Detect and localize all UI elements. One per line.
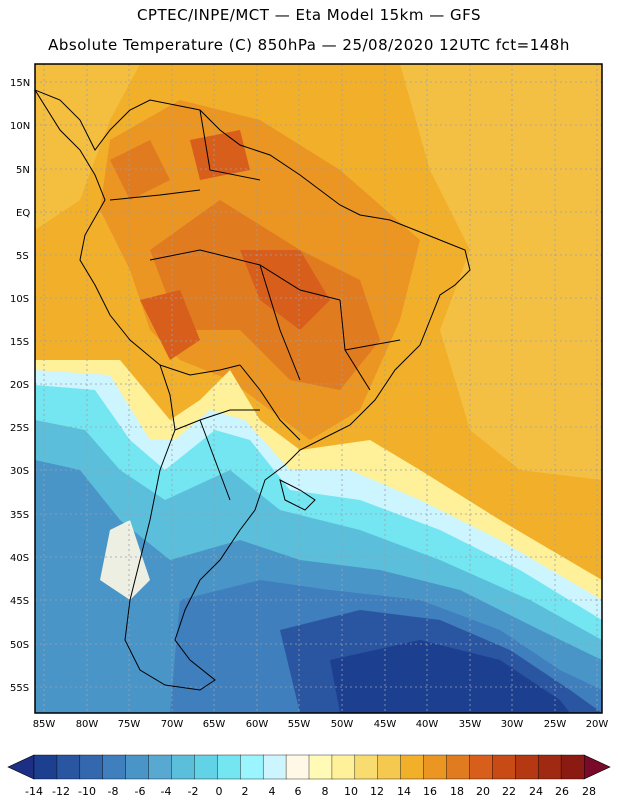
colorbar-tick: -4 (161, 785, 172, 798)
colorbar-tick: 26 (555, 785, 569, 798)
colorbar-cell (400, 754, 425, 780)
lat-label: 15S (10, 337, 29, 348)
lat-label: 45S (10, 596, 29, 607)
lon-label: 20W (586, 719, 609, 730)
lat-label: 10S (10, 294, 29, 305)
colorbar: -14 -12 -10 -8 -6 -4 -2 0 2 4 6 8 10 12 … (7, 754, 611, 798)
lat-label: 35S (10, 510, 29, 521)
title-line-2: Absolute Temperature (C) 850hPa — 25/08/… (48, 36, 570, 54)
colorbar-tick: 12 (370, 785, 384, 798)
colorbar-cell (240, 754, 264, 780)
colorbar-cell (515, 754, 539, 780)
lon-label: 25W (544, 719, 567, 730)
colorbar-high-arrow (583, 754, 611, 780)
colorbar-cell (56, 754, 81, 780)
lon-label: 45W (374, 719, 397, 730)
map-frame (34, 63, 603, 714)
colorbar-tick: 2 (242, 785, 249, 798)
lat-label: 25S (10, 423, 29, 434)
lat-label: 10N (10, 121, 30, 132)
lat-label: 55S (10, 683, 29, 694)
colorbar-tick: -8 (108, 785, 119, 798)
colorbar-tick: 0 (216, 785, 223, 798)
lon-label: 70W (161, 719, 184, 730)
colorbar-tick: 24 (529, 785, 543, 798)
colorbar-cell (492, 754, 516, 780)
lat-label: 50S (10, 640, 29, 651)
lat-label: 15N (10, 78, 30, 89)
colorbar-tick: -12 (52, 785, 70, 798)
colorbar-tick: -6 (135, 785, 146, 798)
colorbar-cell (79, 754, 104, 780)
colorbar-cell (171, 754, 195, 780)
lat-label: 40S (10, 553, 29, 564)
colorbar-tick: -2 (188, 785, 199, 798)
colorbar-cell (560, 754, 585, 780)
colorbar-low-arrow (7, 754, 35, 780)
colorbar-cell (469, 754, 493, 780)
colorbar-tick: 28 (582, 785, 596, 798)
colorbar-cell (537, 754, 562, 780)
colorbar-cell (148, 754, 173, 780)
lon-label: 60W (246, 719, 269, 730)
colorbar-cell (446, 754, 470, 780)
colorbar-tick: 8 (322, 785, 329, 798)
coastlines (35, 89, 471, 691)
colorbar-tick: 6 (295, 785, 302, 798)
colorbar-cell (102, 754, 127, 780)
colorbar-cell (194, 754, 218, 780)
lat-label: 30S (10, 466, 29, 477)
lat-label: 5N (16, 165, 30, 176)
lon-label: 35W (459, 719, 482, 730)
lon-label: 50W (331, 719, 354, 730)
colorbar-tick: 22 (502, 785, 516, 798)
colorbar-cell (377, 754, 402, 780)
colorbar-tick: 4 (269, 785, 276, 798)
colorbar-cell (125, 754, 150, 780)
lat-label: EQ (16, 208, 30, 219)
lon-label: 80W (76, 719, 99, 730)
colorbar-cell (217, 754, 241, 780)
longitude-labels: 85W 80W 75W 70W 65W 60W 55W 50W 45W 40W … (33, 719, 609, 730)
colorbar-cell (423, 754, 447, 780)
colorbar-tick: 16 (423, 785, 437, 798)
lon-label: 75W (118, 719, 141, 730)
title-line-1: CPTEC/INPE/MCT — Eta Model 15km — GFS (136, 6, 482, 24)
lon-label: 85W (33, 719, 56, 730)
colorbar-cell (262, 754, 287, 780)
colorbar-cell (285, 754, 310, 780)
latitude-labels: 15N 10N 5N EQ 5S 10S 15S 20S 25S 30S 35S… (10, 78, 30, 694)
lon-label: 30W (501, 719, 524, 730)
lat-label: 20S (10, 380, 29, 391)
lon-label: 55W (288, 719, 311, 730)
colorbar-cell (33, 754, 58, 780)
lon-label: 40W (416, 719, 439, 730)
colorbar-tick: 10 (344, 785, 358, 798)
colorbar-cell (331, 754, 356, 780)
colorbar-tick: 20 (476, 785, 490, 798)
lat-label: 5S (16, 251, 29, 262)
colorbar-tick: 18 (450, 785, 464, 798)
colorbar-tick: -14 (25, 785, 43, 798)
graticule (35, 64, 602, 713)
colorbar-cell (354, 754, 379, 780)
colorbar-tick: 14 (397, 785, 411, 798)
colorbar-cell (308, 754, 333, 780)
lon-label: 65W (203, 719, 226, 730)
temperature-field (35, 64, 602, 713)
colorbar-tick: -10 (78, 785, 96, 798)
